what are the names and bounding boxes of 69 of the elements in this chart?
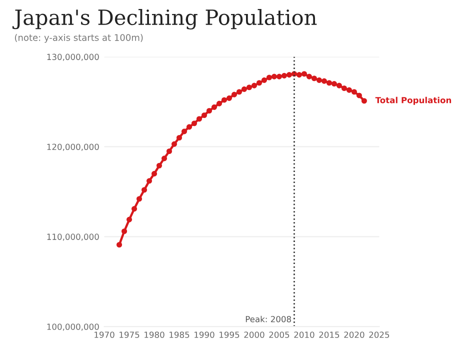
point	[301, 71, 307, 77]
point	[351, 89, 357, 95]
point	[151, 170, 158, 176]
x-tick-label: 1990	[194, 332, 214, 338]
point	[131, 206, 138, 212]
point	[336, 82, 342, 88]
point	[191, 120, 198, 126]
y-tick-label: 100,000,000	[47, 324, 99, 331]
point	[306, 74, 312, 80]
point	[296, 72, 302, 78]
x-tick-label: 1975	[120, 332, 140, 338]
point	[326, 80, 332, 86]
point	[201, 112, 208, 118]
point	[126, 216, 132, 222]
point	[331, 81, 337, 87]
point	[266, 74, 272, 80]
x-tick-label: 1970	[94, 332, 114, 338]
point	[226, 95, 232, 101]
point	[136, 196, 142, 202]
x-tick-label: 2010	[294, 332, 314, 338]
point	[316, 77, 322, 83]
chart-title: Japan's Declining Population	[12, 9, 317, 30]
point	[321, 78, 327, 84]
point	[246, 84, 252, 90]
y-tick-label: 130,000,000	[47, 54, 99, 61]
point	[346, 87, 352, 93]
x-tick-label: 2020	[344, 332, 364, 338]
x-tick-label: 1980	[144, 332, 164, 338]
point	[256, 80, 262, 86]
x-tick-label: 2000	[244, 332, 264, 338]
point	[121, 228, 128, 234]
point	[241, 86, 248, 92]
x-tick-label: 2005	[269, 332, 290, 338]
point	[141, 187, 148, 193]
point	[171, 141, 178, 147]
point	[216, 100, 222, 106]
point	[261, 77, 268, 83]
point	[361, 98, 367, 104]
y-tick-label: 110,000,000	[47, 234, 99, 241]
x-tick-label: 2015	[319, 332, 340, 338]
chart-subtitle: (note: y-axis starts at 100m)	[14, 34, 143, 43]
point	[356, 92, 362, 98]
y-tick-label: 120,000,000	[47, 144, 99, 151]
point	[236, 89, 242, 95]
point	[251, 82, 258, 88]
ref-line-label: Peak: 2008	[246, 316, 292, 322]
point	[311, 76, 317, 82]
point	[176, 134, 182, 141]
point	[276, 74, 282, 80]
point	[196, 116, 202, 122]
point	[231, 92, 238, 98]
point	[181, 128, 188, 134]
point	[166, 148, 172, 154]
point	[146, 178, 152, 184]
point	[211, 104, 218, 110]
point	[186, 124, 192, 130]
point	[341, 86, 347, 92]
point	[116, 242, 122, 248]
x-tick-label: 2025	[369, 332, 390, 338]
point	[156, 162, 162, 168]
point	[286, 72, 292, 78]
point	[281, 72, 288, 78]
point	[221, 97, 228, 103]
point	[161, 156, 168, 162]
x-tick-label: 1985	[170, 332, 190, 338]
series-label: Total Population	[375, 96, 452, 105]
x-tick-label: 1995	[220, 332, 240, 338]
point	[271, 74, 278, 80]
point	[206, 108, 212, 114]
